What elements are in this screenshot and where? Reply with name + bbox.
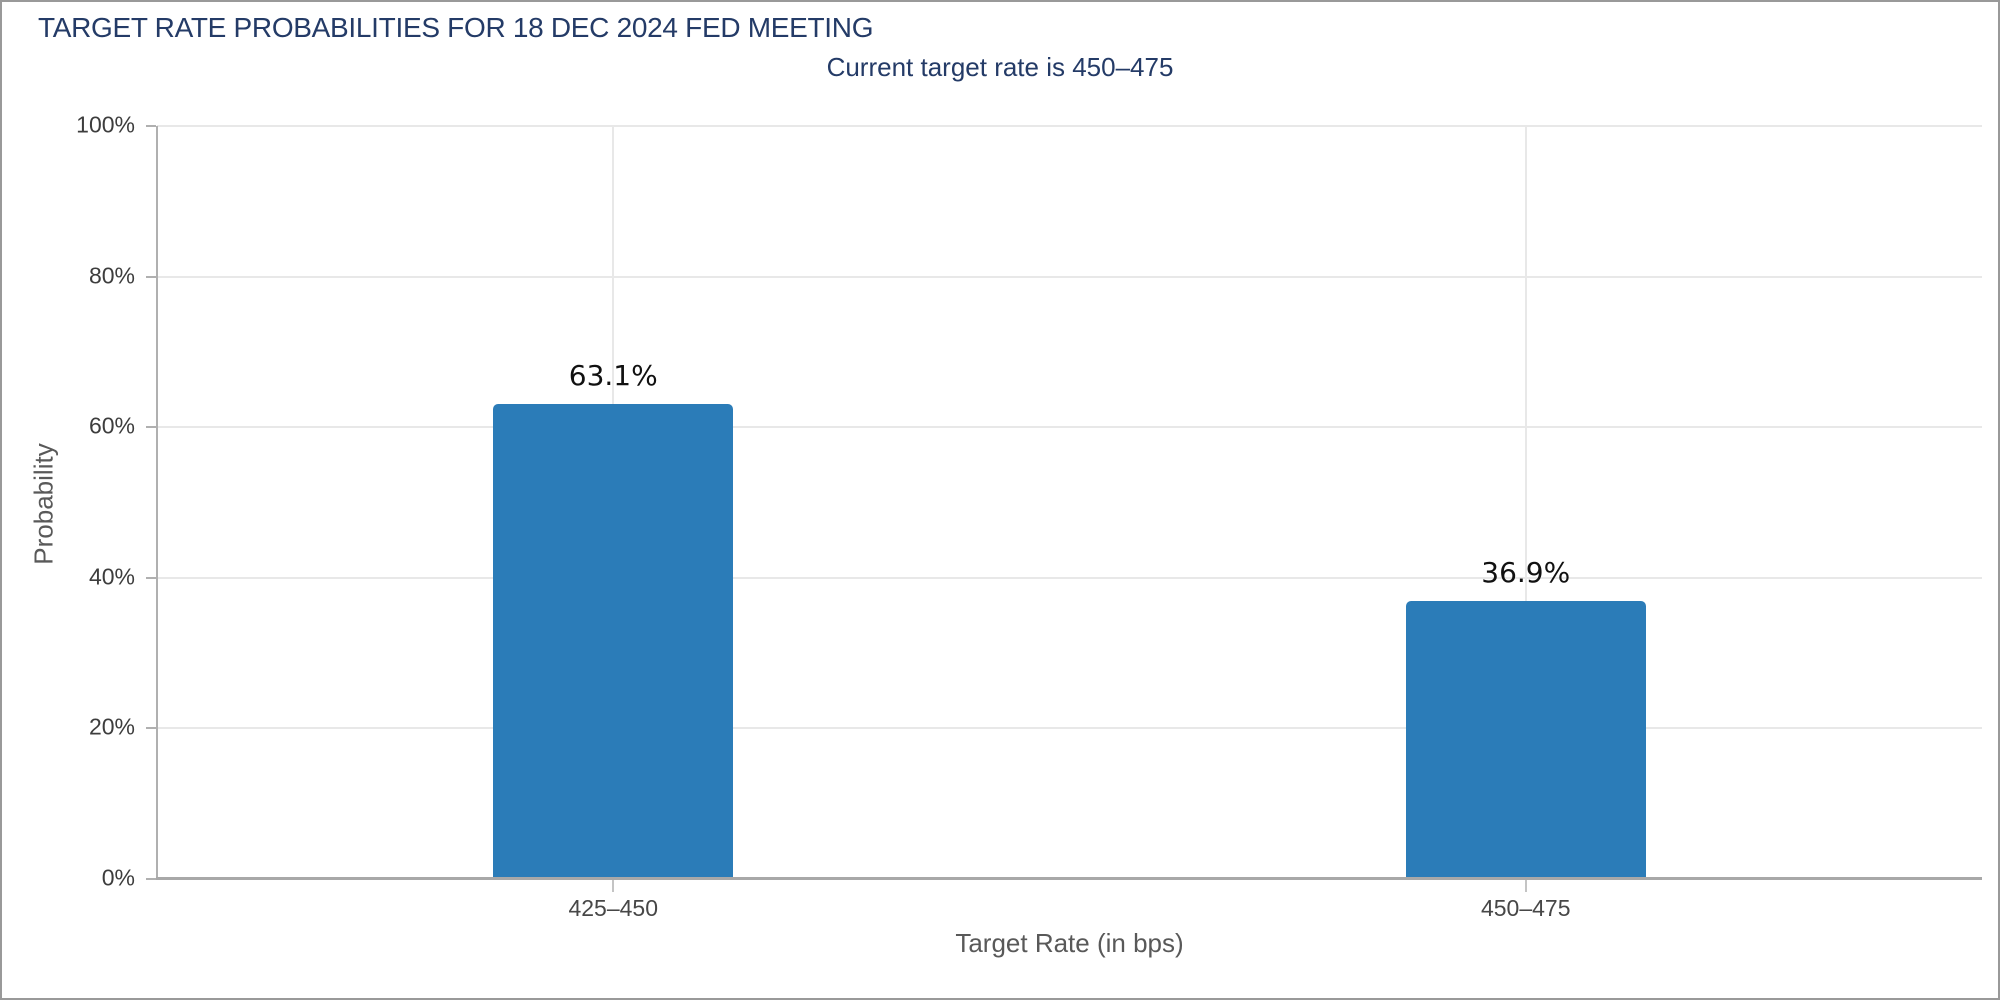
bar-value-label: 63.1% — [568, 358, 658, 392]
bar[interactable] — [493, 403, 734, 879]
bar[interactable] — [1405, 601, 1646, 879]
x-category-label: 450–475 — [1480, 895, 1571, 921]
v-gridline — [1524, 126, 1527, 879]
y-tick-mark — [146, 426, 156, 429]
h-gridline — [157, 426, 1982, 429]
y-axis-title: Probability — [28, 443, 59, 565]
h-gridline — [157, 576, 1982, 579]
y-tick-mark — [146, 878, 156, 880]
y-tick-label: 100% — [76, 111, 135, 138]
plot-area: 0% 20% 40% 60% 80% 100% 63.1% 425–450 36.9% 450–4… — [76, 111, 1982, 921]
bar-value-label: 36.9% — [1481, 556, 1571, 590]
y-tick-mark — [146, 275, 156, 278]
y-tick-label: 0% — [101, 864, 135, 891]
x-axis-title: Target Rate (in bps) — [955, 928, 1184, 958]
y-tick-label: 80% — [88, 262, 135, 289]
y-tick-mark — [146, 576, 156, 579]
chart-subtitle: Current target rate is 450–475 — [826, 52, 1174, 82]
x-category-label: 425–450 — [568, 895, 659, 921]
h-gridline — [157, 275, 1982, 278]
y-tick-mark — [146, 125, 156, 127]
y-tick-label: 20% — [88, 713, 135, 740]
x-axis-line — [156, 877, 1982, 880]
h-gridline — [157, 125, 1982, 127]
x-tick-mark — [1524, 879, 1527, 892]
chart-title: TARGET RATE PROBABILITIES FOR 18 DEC 202… — [38, 12, 874, 43]
x-tick-mark — [612, 879, 615, 892]
y-axis-line — [156, 126, 158, 879]
y-tick-mark — [146, 727, 156, 730]
y-tick-label: 60% — [88, 412, 135, 439]
y-tick-label: 40% — [88, 563, 135, 590]
h-gridline — [157, 727, 1982, 730]
